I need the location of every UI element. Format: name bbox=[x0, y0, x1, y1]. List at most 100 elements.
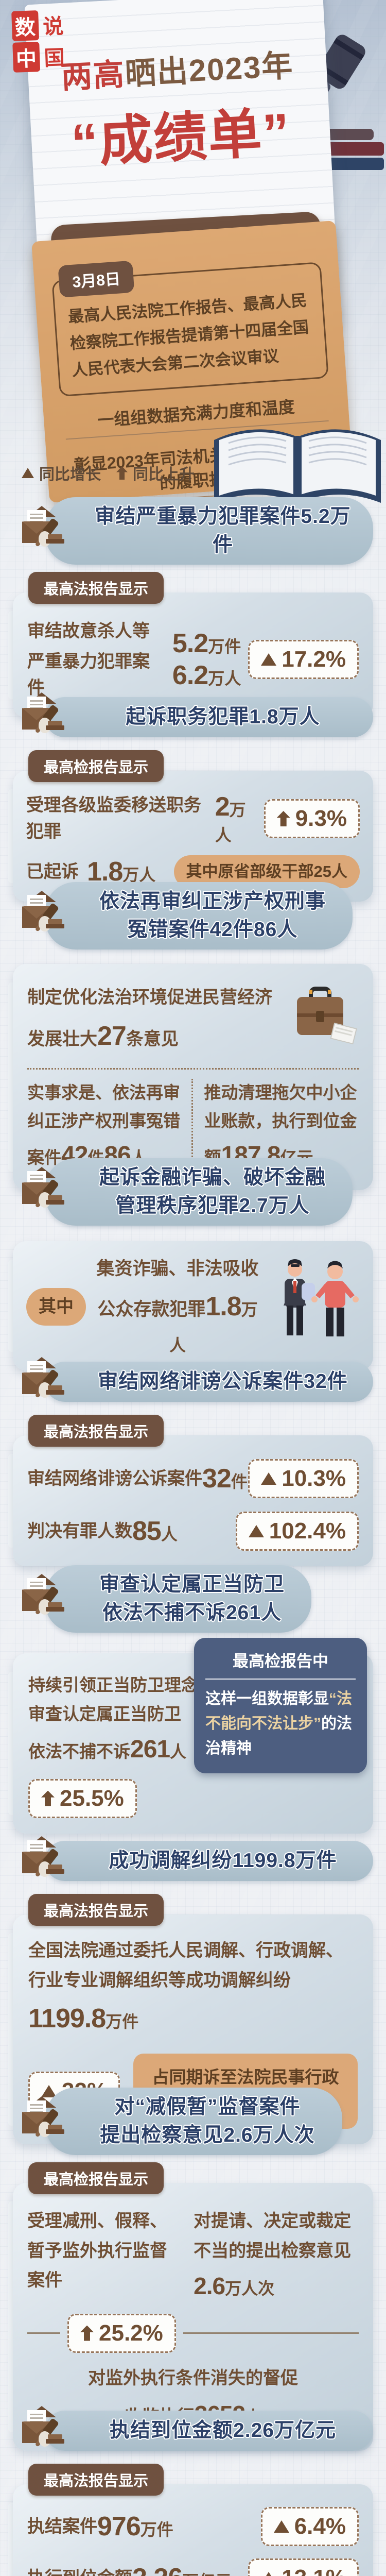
section-header: 审结严重暴力犯罪案件5.2万件 bbox=[13, 497, 373, 565]
delta-value: 17.2% bbox=[282, 647, 346, 672]
data-panel: 持续引领正当防卫理念 审查认定属正当防卫 依法不捕不诉261人 25.5% 最高… bbox=[8, 1637, 373, 1834]
delta-badge: 9.3% bbox=[264, 799, 360, 838]
data-panel: 审结故意杀人等 严重暴力犯罪案件 5.2万件 6.2万人 17.2% bbox=[8, 592, 373, 718]
text-line: 持续引领正当防卫理念 bbox=[28, 1675, 198, 1694]
legend-growth-label: 同比增长 bbox=[39, 466, 101, 483]
source-tag: 最高法报告显示 bbox=[28, 1894, 164, 1926]
triangle-up-icon bbox=[273, 2520, 289, 2533]
section-title: 审结严重暴力犯罪案件5.2万件 bbox=[95, 505, 351, 556]
section-title: 成功调解纠纷1199.8万件 bbox=[109, 1850, 337, 1872]
section-title-line: 依法再审纠正涉产权刑事 bbox=[99, 890, 326, 912]
column-left: 受理减刑、假释、暂予监外执行监督案件 bbox=[27, 2211, 167, 2291]
section-violent-crime: 审结严重暴力犯罪案件5.2万件 最高法报告显示 审结故意杀人等 严重暴力犯罪案件… bbox=[8, 497, 373, 718]
legend-rise-label: 同比上升 bbox=[133, 466, 195, 483]
section-online-defamation: 审结网络诽谤公诉案件32件 最高法报告显示 审结网络诽谤公诉案件 32件 10.… bbox=[8, 1356, 373, 1566]
section-title-pill: 审结严重暴力犯罪案件5.2万件 bbox=[45, 497, 373, 565]
value-line: 5.2万件 bbox=[172, 628, 241, 659]
section-property-rights: 依法再审纠正涉产权刑事 冤错案件42件86人 制定优化法治环境促进民营经济发展壮… bbox=[8, 882, 373, 1191]
up-arrow-icon bbox=[116, 466, 128, 480]
section-title-pill: 执结到位金额2.26万亿元 bbox=[45, 2411, 373, 2451]
row-value: 85人 bbox=[132, 1516, 178, 1547]
section-title-line: 审查认定属正当防卫 bbox=[99, 1573, 285, 1596]
row-value: 1.8万人 bbox=[87, 856, 155, 887]
values: 5.2万件 6.2万人 bbox=[172, 627, 241, 692]
value-unit: 人 bbox=[161, 1525, 178, 1544]
section-title-pill: 成功调解纠纷1199.8万件 bbox=[45, 1841, 373, 1881]
data-panel: 其中 集资诈骗、非法吸收 公众存款犯罪1.8万人 bbox=[8, 1241, 373, 1371]
text-pre: 这样一组数据彰显 bbox=[205, 1690, 329, 1707]
section-financial-fraud: 起诉金融诈骗、破坏金融 管理秩序犯罪2.7万人 其中 集资诈骗、非法吸收 公众存… bbox=[8, 1158, 373, 1371]
panel-columns: 受理减刑、假释、暂予监外执行监督案件 对提请、决定或裁定不当的提出检察意见 2.6… bbox=[27, 2207, 359, 2307]
up-arrow-icon bbox=[276, 811, 290, 826]
text-line: 依法不捕不诉261人 bbox=[28, 1728, 208, 1771]
text-line: 对监外执行条件消失的督促 bbox=[88, 2368, 298, 2388]
label-line: 审结故意杀人等 bbox=[27, 621, 150, 641]
source-tag: 最高法报告显示 bbox=[28, 571, 164, 604]
text-line: 公众存款犯罪1.8万人 bbox=[94, 1284, 261, 1360]
value-unit: 万人 bbox=[208, 669, 241, 688]
block-text: 制定优化法治环境促进民营经济发展壮大27条意见 bbox=[27, 982, 275, 1060]
row-label: 审结网络诽谤公诉案件 bbox=[27, 1468, 202, 1488]
section-title-pill: 审查认定属正当防卫 依法不捕不诉261人 bbox=[45, 1565, 311, 1633]
label-line: 严重暴力犯罪案件 bbox=[27, 651, 150, 698]
quote-box: 最高检报告中 这样一组数据彰显“法不能向不法让步”的法治精神 bbox=[194, 1637, 367, 1773]
gavel-envelope-icon bbox=[22, 2406, 64, 2449]
value-unit: 万亿元 bbox=[182, 2572, 232, 2576]
delta-badge: 6.4% bbox=[260, 2507, 359, 2546]
title-brown-part: 晒出2023年 bbox=[124, 48, 294, 92]
open-book-icon bbox=[213, 428, 382, 504]
delta-row: 25.2% bbox=[27, 2313, 359, 2353]
quote-box-body: 这样一组数据彰显“法不能向不法让步”的法治精神 bbox=[205, 1687, 356, 1761]
delta-value: 25.2% bbox=[99, 2320, 163, 2346]
highlight-text: “法不能向不法让步” bbox=[205, 1690, 352, 1732]
panel-row: 判决有罪人数 85人 102.4% bbox=[27, 1512, 359, 1551]
delta-badge: 25.2% bbox=[67, 2313, 176, 2353]
triangle-up-icon bbox=[261, 2572, 277, 2576]
text-pre: 实事求是、依法再审纠正涉产权刑事冤错案件 bbox=[27, 1083, 180, 1167]
section-header: 起诉职务犯罪1.8万人 bbox=[13, 691, 373, 743]
triangle-up-icon bbox=[261, 1472, 277, 1485]
section-title: 审结网络诽谤公诉案件32件 bbox=[98, 1370, 348, 1393]
section-title-pill: 起诉金融诈骗、破坏金融 管理秩序犯罪2.7万人 bbox=[45, 1158, 353, 1226]
dotted-divider bbox=[27, 1068, 359, 1070]
panel-row: 审结网络诽谤公诉案件 32件 10.3% bbox=[27, 1459, 359, 1498]
section-commutation-supervision: 对“减假暂”监督案件 提出检察意见2.6万人次 最高检报告显示 受理减刑、假释、… bbox=[8, 2088, 373, 2451]
section-title-line: 提出检察意见2.6万人次 bbox=[100, 2124, 315, 2147]
gavel-envelope-icon bbox=[22, 692, 64, 735]
data-panel: 审结网络诽谤公诉案件 32件 10.3% 判决有罪人数 85人 102.4% bbox=[8, 1435, 373, 1566]
panel-text: 持续引领正当防卫理念 审查认定属正当防卫 依法不捕不诉261人 bbox=[28, 1671, 208, 1771]
section-title-line: 对“减假暂”监督案件 bbox=[114, 2096, 301, 2118]
text-pre: 全国法院通过委托人民调解、行政调解、行业专业调解组织等成功调解纠纷 bbox=[28, 1941, 343, 1990]
value-number: 6.2 bbox=[172, 660, 208, 691]
panel-grid: 审结故意杀人等 严重暴力犯罪案件 5.2万件 6.2万人 17.2% bbox=[27, 614, 359, 705]
section-title-pill: 审结网络诽谤公诉案件32件 bbox=[45, 1362, 373, 1402]
value-number: 32 bbox=[202, 1464, 232, 1494]
text-line: 集资诈骗、非法吸收 bbox=[96, 1258, 259, 1279]
text-pre: 公众存款犯罪 bbox=[97, 1299, 206, 1320]
row-label: 执行到位金额 bbox=[27, 2565, 132, 2576]
section-duty-crime: 起诉职务犯罪1.8万人 最高检报告显示 受理各级监委移送职务犯罪 2万人 9.3… bbox=[8, 691, 373, 902]
value-number: 27 bbox=[97, 1021, 127, 1052]
triangle-up-icon bbox=[41, 2084, 57, 2097]
gavel-envelope-icon bbox=[22, 1357, 64, 1400]
delta-value: 10.3% bbox=[282, 1466, 346, 1491]
row-label: 判决有罪人数 bbox=[27, 1521, 132, 1541]
rule-line bbox=[27, 2332, 60, 2334]
briefcase-icon bbox=[283, 982, 359, 1060]
section-title: 起诉职务犯罪1.8万人 bbox=[126, 706, 320, 728]
value-unit: 万件 bbox=[106, 2012, 139, 2031]
rule-line bbox=[183, 2332, 359, 2334]
data-panel: 受理各级监委移送职务犯罪 2万人 9.3% 已起诉 1.8万人 其中原省部级干部… bbox=[8, 771, 373, 902]
section-title-line: 冤错案件42件86人 bbox=[127, 919, 298, 941]
text-pre: 对提请、决定或裁定不当的提出检察意见 bbox=[194, 2211, 352, 2261]
data-panel: 制定优化法治环境促进民营经济发展壮大27条意见 实事求是、依法再审纠正涉产权刑事… bbox=[8, 963, 373, 1191]
panel-row: 执结案件 976万件 6.4% bbox=[27, 2507, 359, 2546]
row-value: 2.26万亿元 bbox=[132, 2563, 232, 2576]
panel-row: 受理各级监委移送职务犯罪 2万人 9.3% bbox=[26, 791, 360, 846]
value-number: 2.6 bbox=[194, 2273, 225, 2300]
triangle-up-icon bbox=[261, 653, 277, 666]
section-header: 依法再审纠正涉产权刑事 冤错案件42件86人 bbox=[13, 882, 373, 950]
panel-block: 制定优化法治环境促进民营经济发展壮大27条意见 bbox=[27, 982, 359, 1060]
